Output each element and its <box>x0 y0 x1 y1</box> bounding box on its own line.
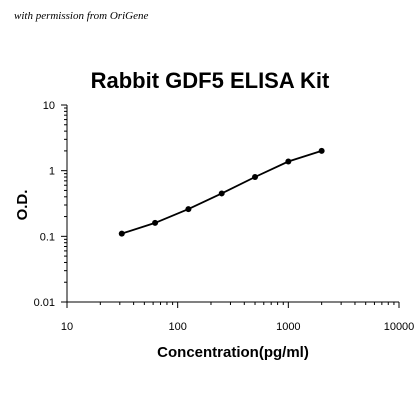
data-point <box>285 158 292 165</box>
chart-title: Rabbit GDF5 ELISA Kit <box>90 68 330 93</box>
y-tick-label: 10 <box>43 100 55 112</box>
data-point <box>252 174 259 181</box>
data-point <box>218 190 225 197</box>
series-group <box>118 147 325 237</box>
x-axis-title: Concentration(pg/ml) <box>157 344 309 361</box>
data-point <box>185 206 192 213</box>
y-axis-title: O.D. <box>14 190 31 221</box>
x-tick-label: 1000 <box>276 321 300 333</box>
data-point <box>318 147 325 154</box>
data-point <box>118 230 125 237</box>
x-tick-label: 10 <box>61 321 73 333</box>
y-tick-label: 0.01 <box>34 297 55 309</box>
x-tick-label: 100 <box>168 321 186 333</box>
axes-group: 10 100 1000 10000 10 1 0.1 0.01 <box>34 100 415 333</box>
y-tick-label: 1 <box>49 166 55 178</box>
x-tick-label: 10000 <box>384 321 415 333</box>
y-tick-label: 0.1 <box>40 231 55 243</box>
data-point <box>152 219 159 226</box>
watermark-text: with permission from OriGene <box>14 10 149 22</box>
